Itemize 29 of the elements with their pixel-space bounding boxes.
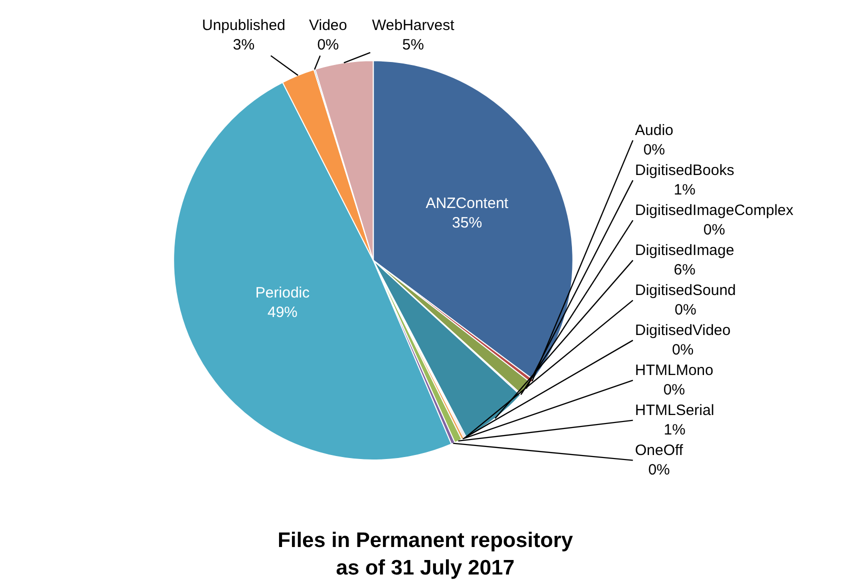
slice-label: WebHarvest: [372, 17, 456, 34]
data-label: 0%: [703, 222, 726, 238]
data-label: 3%: [232, 36, 255, 54]
data-label: 0%: [674, 302, 696, 318]
slice-label: OneOff: [635, 442, 684, 459]
data-label: 5%: [402, 36, 424, 54]
data-label: 1%: [664, 422, 686, 438]
data-label: 0%: [643, 142, 666, 158]
slice-label: HTMLSerial: [635, 402, 714, 419]
data-label: 6%: [674, 262, 696, 278]
slice-label: Periodic: [255, 284, 310, 302]
slice-label: ANZContent: [426, 194, 510, 212]
text: Files in Permanent repository as of 31 July 2017: [278, 528, 574, 580]
data-label: 0%: [663, 382, 686, 398]
data-label: 0%: [672, 342, 694, 358]
slice-label: DigitisedSound: [635, 282, 736, 299]
data-label: 0%: [648, 462, 670, 478]
slice-label: DigitisedBooks: [635, 162, 734, 179]
slice-label: DigitisedImageComplex: [635, 202, 794, 219]
slice-label: HTMLMono: [635, 362, 714, 379]
slice-label: Unpublished: [202, 17, 286, 34]
data-label: 49%: [268, 304, 298, 321]
data-label: 35%: [452, 214, 482, 232]
slice-label: Audio: [635, 122, 674, 139]
slice-label: Video: [309, 17, 348, 34]
data-label: 1%: [674, 182, 696, 198]
data-label: 0%: [317, 36, 339, 54]
slice-label: DigitisedVideo: [635, 322, 731, 339]
slice-label: DigitisedImage: [635, 242, 734, 259]
